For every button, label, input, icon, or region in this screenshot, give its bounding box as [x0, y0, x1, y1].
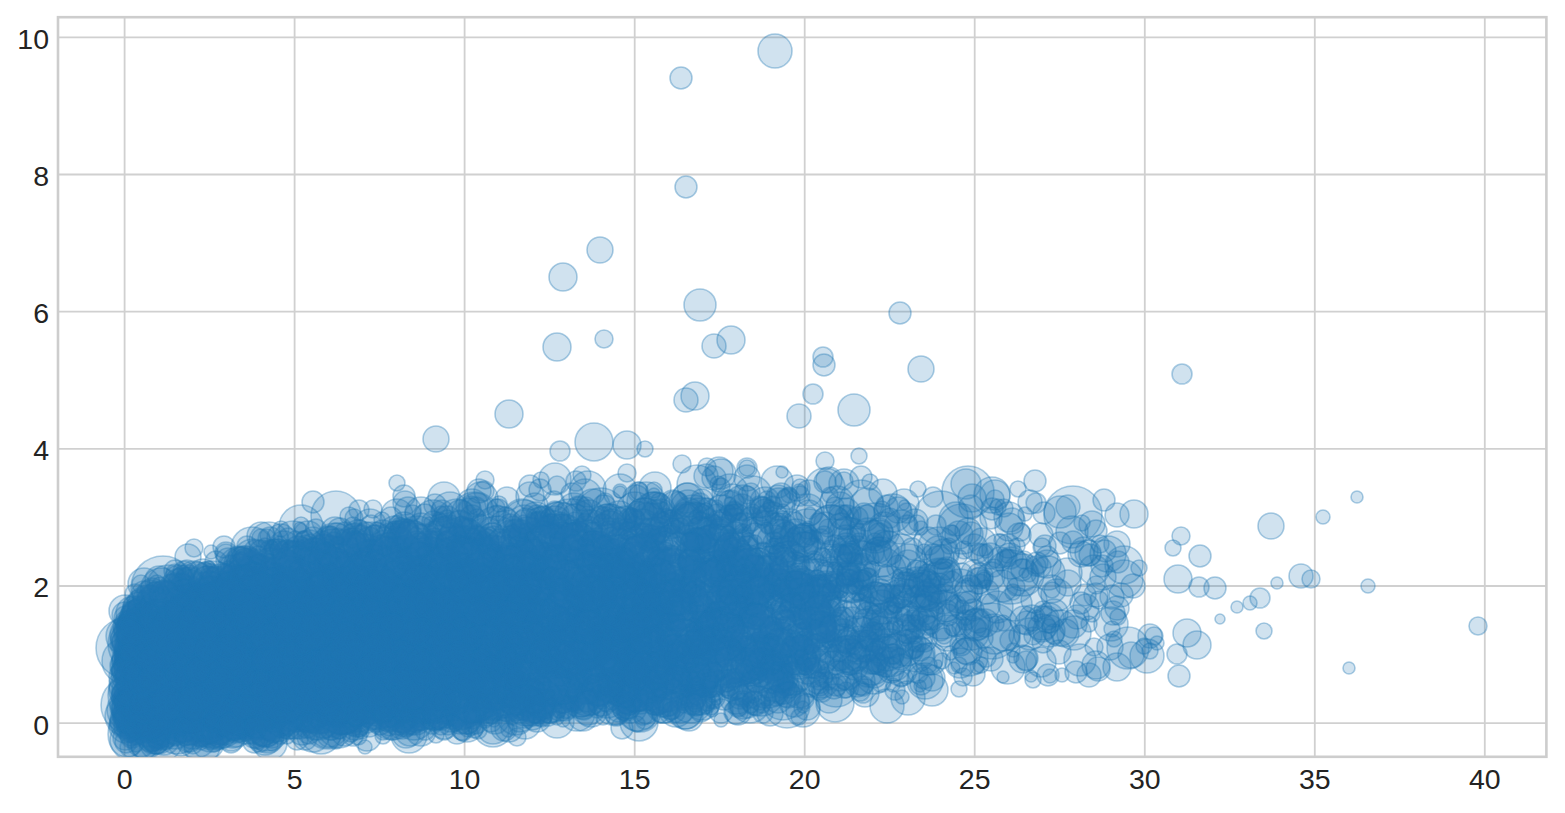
svg-text:4: 4 [33, 434, 49, 466]
svg-text:8: 8 [33, 160, 49, 192]
svg-text:10: 10 [449, 763, 481, 795]
svg-text:40: 40 [1469, 763, 1501, 795]
svg-text:15: 15 [619, 763, 651, 795]
svg-text:0: 0 [33, 709, 49, 741]
svg-text:20: 20 [789, 763, 821, 795]
svg-text:35: 35 [1299, 763, 1331, 795]
svg-text:2: 2 [33, 571, 49, 603]
svg-text:5: 5 [287, 763, 303, 795]
svg-text:6: 6 [33, 297, 49, 329]
svg-text:10: 10 [17, 23, 49, 55]
svg-text:25: 25 [959, 763, 991, 795]
svg-text:30: 30 [1129, 763, 1161, 795]
svg-text:0: 0 [117, 763, 133, 795]
